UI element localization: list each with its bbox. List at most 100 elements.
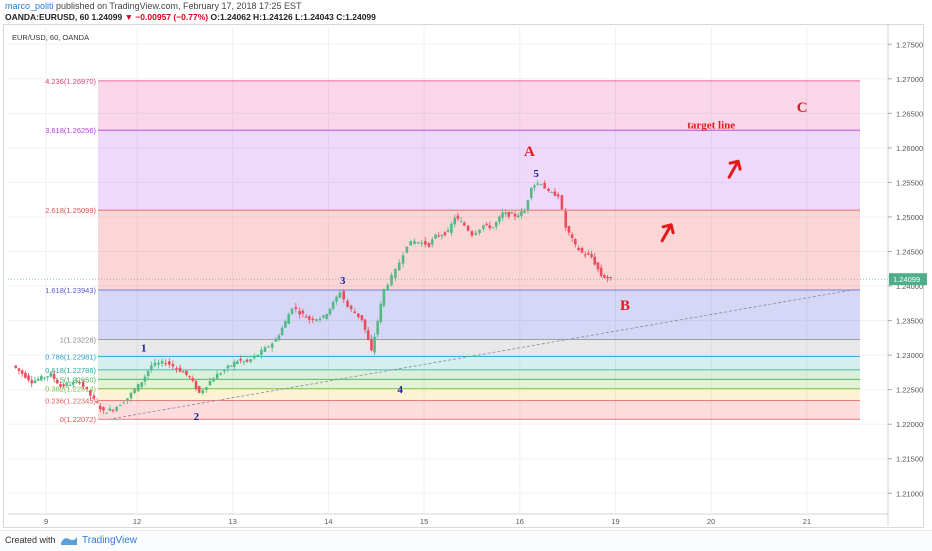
fib-band	[98, 356, 860, 370]
candle-body	[197, 386, 201, 393]
y-tick-label: 1.21000	[896, 489, 923, 498]
fib-band	[98, 339, 860, 357]
candle-body	[33, 380, 37, 383]
candle-body	[520, 211, 523, 216]
candle-body	[133, 389, 136, 393]
wave-label: 3	[340, 275, 346, 287]
candle-body	[236, 361, 239, 364]
fib-band	[98, 210, 860, 290]
candle-body	[587, 253, 590, 255]
candle-body	[27, 375, 30, 381]
candle-body	[201, 390, 205, 394]
candle-body	[219, 373, 223, 375]
candle-body	[178, 367, 182, 372]
candle-body	[208, 380, 212, 386]
candle-body	[596, 262, 600, 270]
plot-area	[8, 27, 888, 514]
candle-body	[427, 242, 431, 247]
wave-letter-label: C	[797, 100, 808, 116]
candle-body	[593, 256, 597, 265]
candle-body	[553, 191, 557, 196]
candle-body	[390, 275, 393, 286]
tradingview-brand[interactable]: TradingView	[82, 535, 138, 546]
candle-body	[59, 384, 62, 387]
candle-body	[335, 296, 338, 302]
candle-body	[536, 183, 539, 185]
candle-body	[342, 291, 346, 300]
x-tick-label: 16	[516, 517, 524, 526]
candle-body	[409, 240, 413, 246]
candle-body	[338, 292, 342, 298]
fib-level-label: 0.786(1.22981)	[45, 352, 96, 361]
last-price-text: 1.24099	[91, 12, 123, 22]
candle-body	[188, 376, 191, 378]
fib-level-label: 2.618(1.25099)	[45, 206, 96, 215]
candle-body	[301, 310, 305, 314]
wave-label: 5	[533, 168, 539, 180]
fib-level-label: 1.618(1.23943)	[45, 286, 96, 295]
candle-body	[453, 217, 457, 225]
candle-body	[325, 313, 329, 319]
candle-body	[382, 288, 386, 306]
candle-body	[405, 246, 409, 253]
candle-body	[78, 381, 81, 384]
fib-level-label: 4.236(1.26970)	[45, 77, 96, 86]
fib-band	[98, 289, 860, 340]
candle-body	[85, 386, 89, 389]
candle-body	[105, 412, 108, 414]
publish-line: marco_politi published on TradingView.co…	[5, 1, 302, 11]
candle-body	[36, 378, 40, 381]
y-tick-label: 1.27000	[896, 75, 923, 84]
candle-body	[462, 222, 466, 226]
candle-body	[46, 376, 49, 378]
candle-body	[386, 284, 390, 290]
candle-body	[267, 346, 270, 348]
y-tick-label: 1.21500	[896, 455, 923, 464]
y-tick-label: 1.23000	[896, 351, 923, 360]
candle-body	[413, 240, 416, 245]
candle-body	[513, 213, 517, 217]
author-link[interactable]: marco_politi	[5, 1, 54, 11]
candle-body	[99, 405, 102, 410]
candle-body	[434, 234, 437, 239]
candle-body	[153, 362, 157, 366]
candle-body	[526, 200, 530, 211]
candle-body	[102, 407, 105, 411]
wave-letter-label: B	[620, 298, 630, 314]
candle-body	[580, 247, 584, 253]
candle-body	[470, 231, 474, 236]
candle-body	[474, 232, 478, 235]
candle-body	[437, 235, 440, 237]
fib-band	[98, 379, 860, 389]
candle-body	[533, 185, 536, 188]
fib-level-label: 0.5(1.22650)	[53, 375, 96, 384]
candle-body	[290, 308, 294, 314]
x-tick-label: 21	[803, 517, 811, 526]
candle-body	[245, 359, 249, 362]
candle-body	[510, 212, 514, 214]
candle-body	[14, 365, 18, 368]
candle-body	[450, 223, 453, 233]
candle-body	[322, 315, 325, 318]
candle-body	[423, 241, 427, 245]
wave-label: 2	[194, 411, 200, 423]
candle-body	[185, 370, 188, 375]
candle-body	[260, 349, 263, 355]
candle-body	[360, 315, 364, 320]
candle-body	[30, 380, 34, 384]
candle-body	[416, 242, 420, 244]
wave-label: 1	[141, 343, 147, 355]
fib-level-label: 0(1.22072)	[60, 415, 97, 424]
candle-body	[311, 318, 315, 321]
candle-body	[556, 194, 560, 197]
candle-body	[143, 376, 147, 382]
candle-body	[146, 371, 150, 376]
candle-body	[304, 316, 308, 318]
candle-body	[504, 212, 507, 214]
candle-body	[366, 330, 370, 341]
wave-label: 4	[397, 384, 403, 396]
candle-body	[567, 226, 571, 233]
fib-band	[98, 400, 860, 420]
candle-body	[298, 310, 301, 315]
